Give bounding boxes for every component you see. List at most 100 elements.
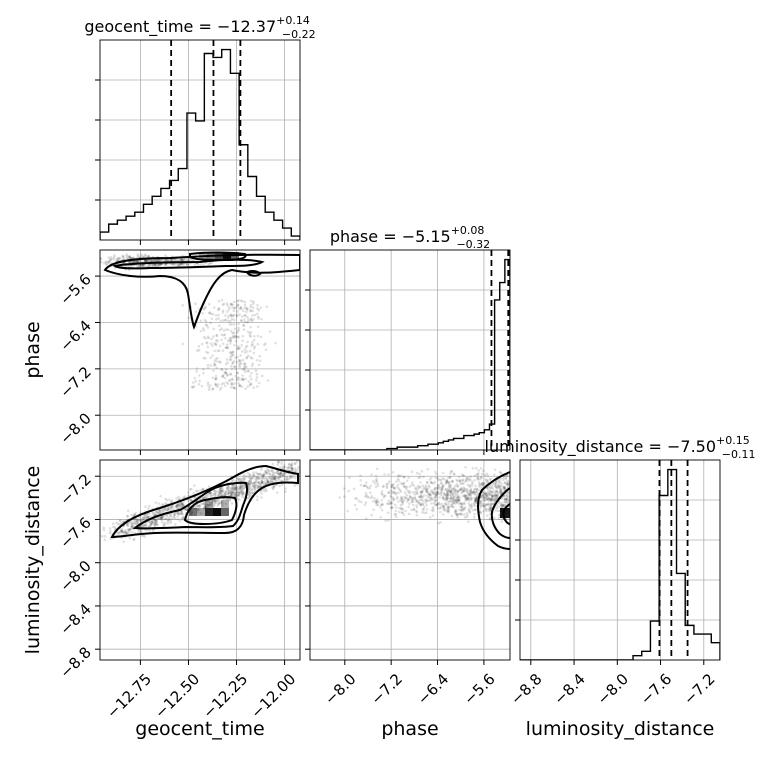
sample-point-21: [461, 507, 465, 511]
sample-point-20: [270, 480, 274, 484]
sample-point-21: [445, 503, 448, 507]
sample-point-21: [449, 489, 453, 493]
sample-point-20: [195, 504, 199, 508]
sample-point-21: [474, 499, 478, 503]
sample-point-21: [466, 498, 470, 501]
sample-point-20: [217, 493, 220, 497]
sample-point-20: [173, 514, 176, 517]
sample-point-20: [240, 487, 243, 490]
sample-point-20: [176, 502, 180, 506]
sample-point-21: [411, 503, 415, 507]
sample-point-21: [425, 488, 428, 492]
sample-point-20: [242, 484, 245, 487]
sample-point-20: [223, 492, 226, 496]
sample-point-20: [281, 474, 285, 478]
sample-point-20: [290, 466, 294, 469]
sample-point-20: [236, 491, 240, 495]
sample-point-21: [462, 502, 466, 506]
sample-point-20: [211, 501, 214, 504]
sample-point-21: [506, 496, 510, 499]
sample-point-20: [175, 504, 179, 507]
sample-point-21: [453, 499, 457, 502]
sample-point-20: [172, 515, 176, 519]
sample-point-20: [228, 487, 232, 490]
sample-point-21: [448, 484, 451, 488]
sample-point-10: [227, 314, 231, 317]
sample-point-20: [158, 509, 162, 512]
sample-point-21: [475, 495, 479, 499]
sample-point-10: [132, 256, 136, 260]
sample-point-10: [243, 318, 246, 321]
sample-point-20: [242, 479, 245, 483]
sample-point-21: [410, 483, 414, 487]
sample-point-20: [118, 519, 122, 522]
sample-point-20: [251, 476, 255, 480]
sample-point-21: [392, 498, 395, 501]
sample-point-20: [127, 529, 131, 532]
sample-point-10: [224, 368, 228, 371]
sample-point-10: [249, 356, 252, 359]
sample-point-20: [255, 478, 258, 482]
sample-point-21: [441, 485, 445, 489]
sample-point-20: [180, 516, 183, 520]
sample-point-10: [233, 306, 237, 310]
sample-point-21: [479, 486, 483, 489]
sample-point-21: [479, 476, 483, 480]
sample-point-21: [474, 499, 478, 503]
sample-point-20: [271, 477, 274, 480]
sample-point-10: [113, 254, 116, 257]
sample-point-21: [452, 498, 455, 502]
sample-point-21: [410, 498, 414, 502]
sample-point-20: [115, 532, 118, 535]
sample-point-21: [482, 494, 485, 497]
sample-point-20: [108, 531, 112, 535]
sample-point-10: [235, 360, 239, 364]
sample-point-21: [480, 499, 483, 503]
sample-point-10: [147, 254, 150, 258]
sample-point-20: [220, 500, 224, 503]
sample-point-20: [109, 529, 112, 533]
sample-point-10: [199, 263, 202, 266]
ticks-00: [95, 79, 286, 245]
sample-point-21: [504, 477, 508, 481]
sample-point-21: [474, 499, 478, 503]
sample-point-21: [451, 503, 454, 506]
sample-point-20: [169, 514, 172, 517]
sample-point-21: [458, 480, 462, 484]
sample-point-10: [237, 326, 240, 330]
sample-point-21: [445, 491, 449, 495]
sample-point-21: [405, 487, 408, 491]
sample-point-21: [508, 498, 510, 502]
sample-point-10: [236, 376, 239, 379]
sample-point-20: [277, 476, 281, 480]
sample-point-10: [224, 372, 228, 375]
sample-point-20: [273, 475, 276, 478]
sample-point-20: [209, 501, 212, 505]
sample-point-20: [123, 531, 126, 534]
sample-point-21: [453, 484, 457, 488]
sample-point-21: [401, 500, 405, 504]
sample-point-21: [424, 484, 428, 488]
sample-point-20: [130, 526, 134, 529]
sample-point-10: [105, 262, 108, 265]
sample-point-21: [430, 498, 434, 501]
sample-point-20: [273, 476, 276, 480]
sample-point-21: [494, 485, 498, 488]
sample-point-21: [412, 508, 416, 512]
sample-point-20: [174, 505, 178, 509]
sample-point-20: [182, 516, 185, 520]
sample-point-20: [169, 521, 172, 525]
sample-point-21: [422, 475, 425, 479]
sample-point-10: [235, 331, 239, 335]
sample-point-21: [366, 486, 370, 490]
sample-point-20: [202, 507, 206, 510]
sample-point-21: [419, 495, 422, 499]
sample-point-20: [231, 487, 234, 491]
sample-point-21: [371, 500, 375, 503]
sample-point-21: [468, 484, 472, 487]
sample-point-21: [468, 489, 472, 493]
sample-point-20: [132, 537, 136, 541]
sample-point-20: [206, 504, 209, 508]
sample-point-21: [433, 499, 437, 503]
sample-point-20: [251, 483, 255, 486]
